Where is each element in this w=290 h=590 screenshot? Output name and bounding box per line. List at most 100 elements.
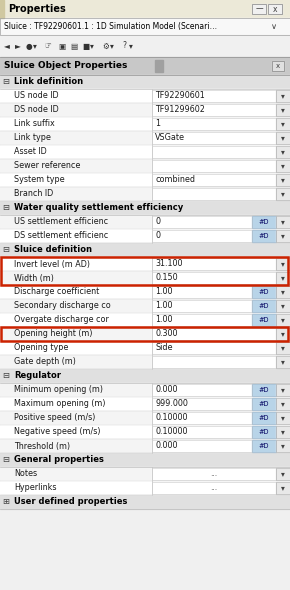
Bar	[0, 397, 290, 411]
Bar	[252, 412, 276, 424]
Text: ▾: ▾	[281, 358, 285, 366]
Text: Positive speed (m/s): Positive speed (m/s)	[14, 414, 95, 422]
Bar	[272, 61, 284, 71]
Bar	[152, 314, 252, 326]
Bar	[0, 495, 290, 509]
Bar	[276, 132, 290, 144]
Bar	[276, 230, 290, 242]
Bar	[276, 384, 290, 396]
Text: ▾: ▾	[281, 329, 285, 339]
Bar	[0, 229, 290, 243]
Bar	[252, 286, 276, 298]
Bar	[276, 314, 290, 326]
Text: 0: 0	[155, 218, 160, 227]
Bar	[152, 146, 276, 158]
Text: ▾: ▾	[281, 428, 285, 437]
Text: Discharge coefficient: Discharge coefficient	[14, 287, 99, 297]
Text: combined: combined	[155, 175, 195, 185]
Bar	[0, 75, 290, 89]
Text: ⊟: ⊟	[2, 245, 9, 254]
Bar	[152, 286, 252, 298]
Bar	[152, 188, 276, 200]
Bar	[0, 369, 290, 383]
Bar	[0, 411, 290, 425]
Text: #D: #D	[259, 429, 269, 435]
Text: US settlement efficienc: US settlement efficienc	[14, 218, 108, 227]
Bar	[0, 117, 290, 131]
Text: General properties: General properties	[14, 455, 104, 464]
Bar	[276, 412, 290, 424]
Bar	[152, 482, 276, 494]
Bar	[276, 300, 290, 312]
Bar	[152, 356, 276, 368]
Text: ⊟: ⊟	[2, 77, 9, 87]
Text: x: x	[273, 5, 277, 14]
Bar	[252, 286, 276, 298]
Text: ⊟: ⊟	[2, 455, 9, 464]
Text: ⊟: ⊟	[2, 204, 9, 212]
Text: ▾: ▾	[281, 441, 285, 451]
Text: ▾: ▾	[129, 41, 133, 51]
Text: Link suffix: Link suffix	[14, 120, 55, 129]
Text: #D: #D	[259, 289, 269, 295]
Bar	[152, 468, 276, 480]
Bar	[0, 439, 290, 453]
Bar	[152, 482, 276, 494]
Text: ⊟: ⊟	[2, 372, 9, 381]
Text: ▾: ▾	[281, 483, 285, 493]
Text: 1.00: 1.00	[155, 287, 173, 297]
Bar	[0, 145, 290, 159]
Bar	[152, 342, 276, 354]
Bar	[0, 355, 290, 369]
Text: 1.00: 1.00	[155, 301, 173, 310]
Text: ▾: ▾	[281, 316, 285, 325]
Bar	[276, 104, 290, 116]
Bar	[152, 398, 252, 410]
Text: DS node ID: DS node ID	[14, 106, 59, 114]
Bar	[152, 216, 252, 228]
Text: ▣: ▣	[58, 41, 65, 51]
Text: ...: ...	[211, 470, 218, 478]
Text: ◄: ◄	[4, 41, 10, 51]
Text: ▾: ▾	[110, 41, 114, 51]
Bar	[276, 160, 290, 172]
Bar	[152, 272, 276, 284]
Bar	[276, 104, 290, 116]
Bar	[0, 159, 290, 173]
Text: TF92290601: TF92290601	[155, 91, 205, 100]
Text: Hyperlinks: Hyperlinks	[14, 483, 57, 493]
Text: ▾: ▾	[281, 301, 285, 310]
Bar	[152, 90, 276, 102]
Text: ▾: ▾	[281, 175, 285, 185]
Text: #D: #D	[259, 443, 269, 449]
Bar	[152, 426, 252, 438]
Bar	[152, 440, 252, 452]
Text: Water quality settlement efficiency: Water quality settlement efficiency	[14, 204, 183, 212]
Bar	[152, 384, 252, 396]
Bar	[252, 384, 276, 396]
Bar	[0, 18, 290, 35]
Text: 999.000: 999.000	[155, 399, 188, 408]
Text: ▾: ▾	[281, 343, 285, 352]
Bar	[272, 61, 284, 71]
Bar	[152, 468, 276, 480]
Text: Negative speed (m/s): Negative speed (m/s)	[14, 428, 101, 437]
Text: 0.300: 0.300	[155, 329, 177, 339]
Bar	[0, 481, 290, 495]
Text: ▾: ▾	[281, 106, 285, 114]
Text: ▾: ▾	[281, 91, 285, 100]
Bar	[0, 18, 290, 35]
Bar	[0, 103, 290, 117]
Bar	[276, 314, 290, 326]
Text: #D: #D	[259, 387, 269, 393]
Text: User defined properties: User defined properties	[14, 497, 127, 506]
Text: Maximum opening (m): Maximum opening (m)	[14, 399, 106, 408]
Bar	[276, 272, 290, 284]
Text: ▾: ▾	[33, 41, 37, 51]
Bar	[0, 285, 290, 299]
Text: DS settlement efficienc: DS settlement efficienc	[14, 231, 108, 241]
Bar	[152, 174, 276, 186]
Bar	[276, 468, 290, 480]
Text: Notes: Notes	[14, 470, 37, 478]
Bar	[276, 426, 290, 438]
